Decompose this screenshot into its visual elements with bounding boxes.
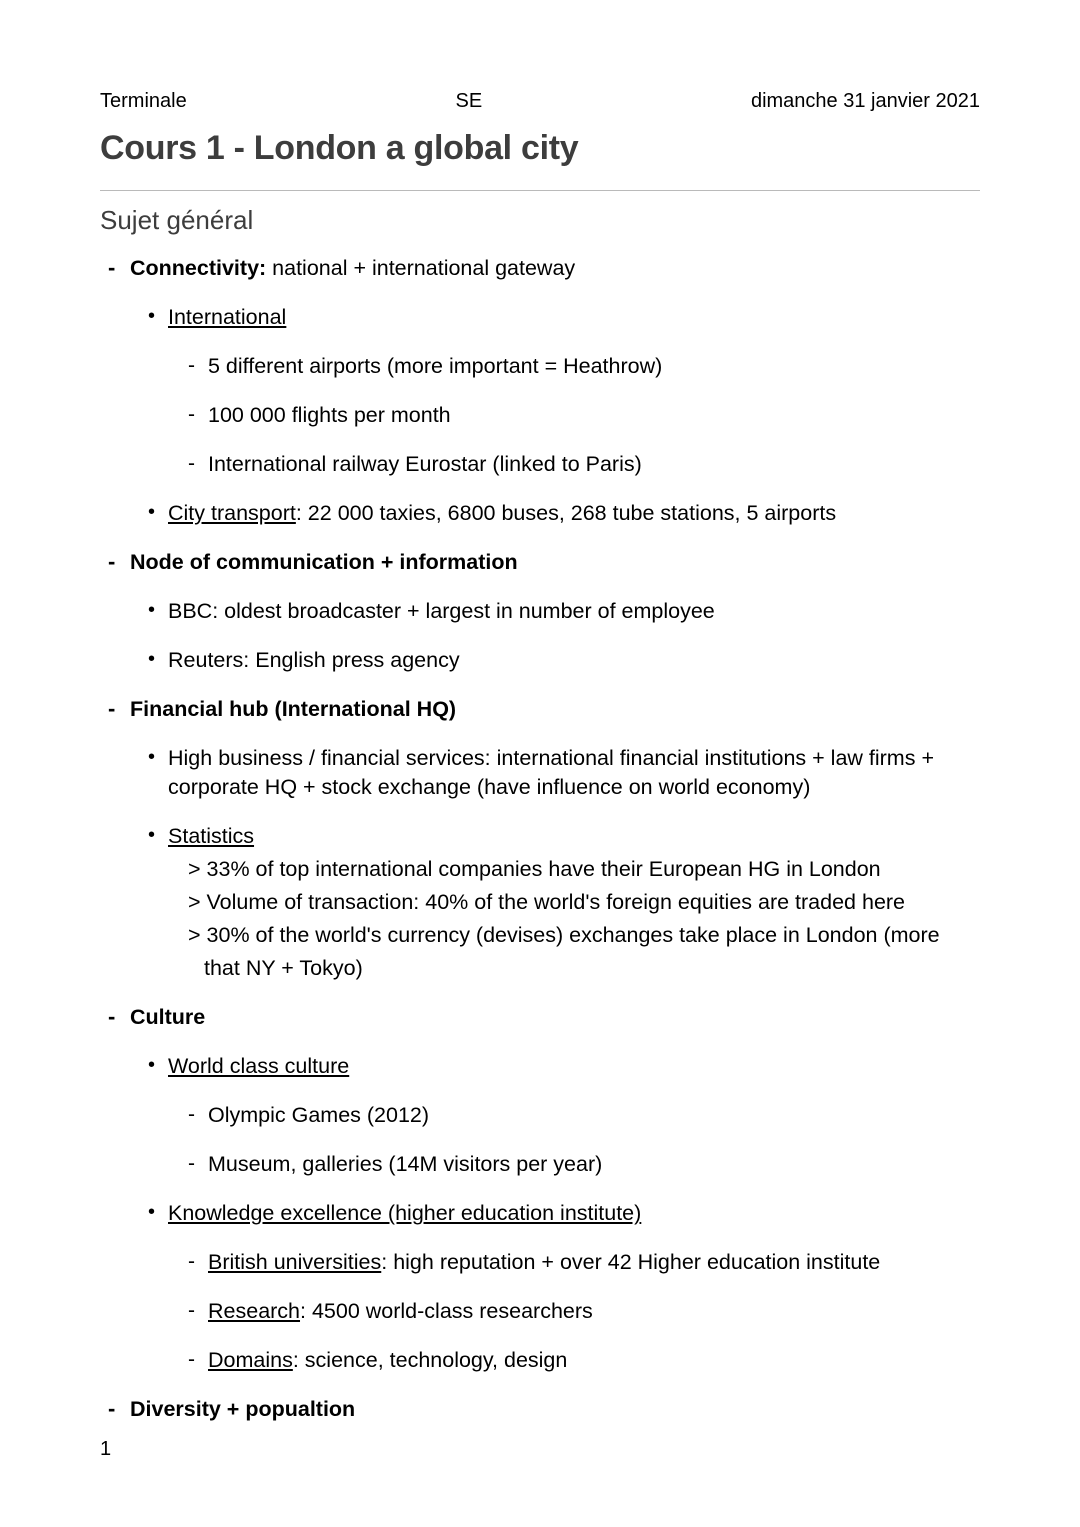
international-label: International [168,305,286,329]
item-node: Node of communication + information [100,548,980,577]
header-right: dimanche 31 janvier 2021 [751,90,980,113]
subitem-knowledge: Knowledge excellence (higher education i… [100,1199,980,1228]
subitem-statistics: Statistics [100,822,980,851]
world-class-item: Museum, galleries (14M visitors per year… [100,1150,980,1179]
document-header: Terminale SE dimanche 31 janvier 2021 [100,90,980,113]
subitem-world-class: World class culture [100,1052,980,1081]
city-transport-label: City transport [168,501,296,525]
item-connectivity: Connectivity: national + international g… [100,254,980,283]
british-rest: : high reputation + over 42 Higher educa… [381,1250,880,1274]
international-item: International railway Eurostar (linked t… [100,450,980,479]
diversity-label: Diversity + popualtion [130,1397,355,1421]
world-class-item: Olympic Games (2012) [100,1101,980,1130]
culture-label: Culture [130,1005,205,1029]
page-title: Cours 1 - London a global city [100,129,980,168]
node-item: BBC: oldest broadcaster + largest in num… [100,597,980,626]
international-item: 100 000 flights per month [100,401,980,430]
financial-item: High business / financial services: inte… [100,744,980,802]
stat-line-wrap: that NY + Tokyo) [100,954,980,983]
header-left: Terminale [100,90,187,113]
british-u: British universities [208,1250,381,1274]
connectivity-label: Connectivity: [130,256,266,280]
node-item: Reuters: English press agency [100,646,980,675]
divider [100,190,980,191]
knowledge-item: Domains: science, technology, design [100,1346,980,1375]
item-diversity: Diversity + popualtion [100,1395,980,1424]
domains-rest: : science, technology, design [293,1348,568,1372]
document-body: Connectivity: national + international g… [100,254,980,1424]
node-label: Node of communication + information [130,550,518,574]
knowledge-item: British universities: high reputation + … [100,1248,980,1277]
stat-line: > 30% of the world's currency (devises) … [100,921,980,950]
connectivity-rest: national + international gateway [266,256,575,280]
domains-u: Domains [208,1348,293,1372]
item-financial: Financial hub (International HQ) [100,695,980,724]
item-culture: Culture [100,1003,980,1032]
knowledge-item: Research: 4500 world-class researchers [100,1297,980,1326]
world-class-label: World class culture [168,1054,349,1078]
city-transport-rest: : 22 000 taxies, 6800 buses, 268 tube st… [296,501,836,525]
subitem-international: International [100,303,980,332]
stat-line: > Volume of transaction: 40% of the worl… [100,888,980,917]
research-u: Research [208,1299,300,1323]
subitem-city-transport: City transport: 22 000 taxies, 6800 buse… [100,499,980,528]
knowledge-label: Knowledge excellence (higher education i… [168,1201,641,1225]
header-center: SE [455,90,482,113]
section-heading: Sujet général [100,205,980,236]
international-item: 5 different airports (more important = H… [100,352,980,381]
statistics-label: Statistics [168,824,254,848]
stat-line: > 33% of top international companies hav… [100,855,980,884]
page-number: 1 [100,1438,111,1461]
financial-label: Financial hub (International HQ) [130,697,456,721]
research-rest: : 4500 world-class researchers [300,1299,593,1323]
